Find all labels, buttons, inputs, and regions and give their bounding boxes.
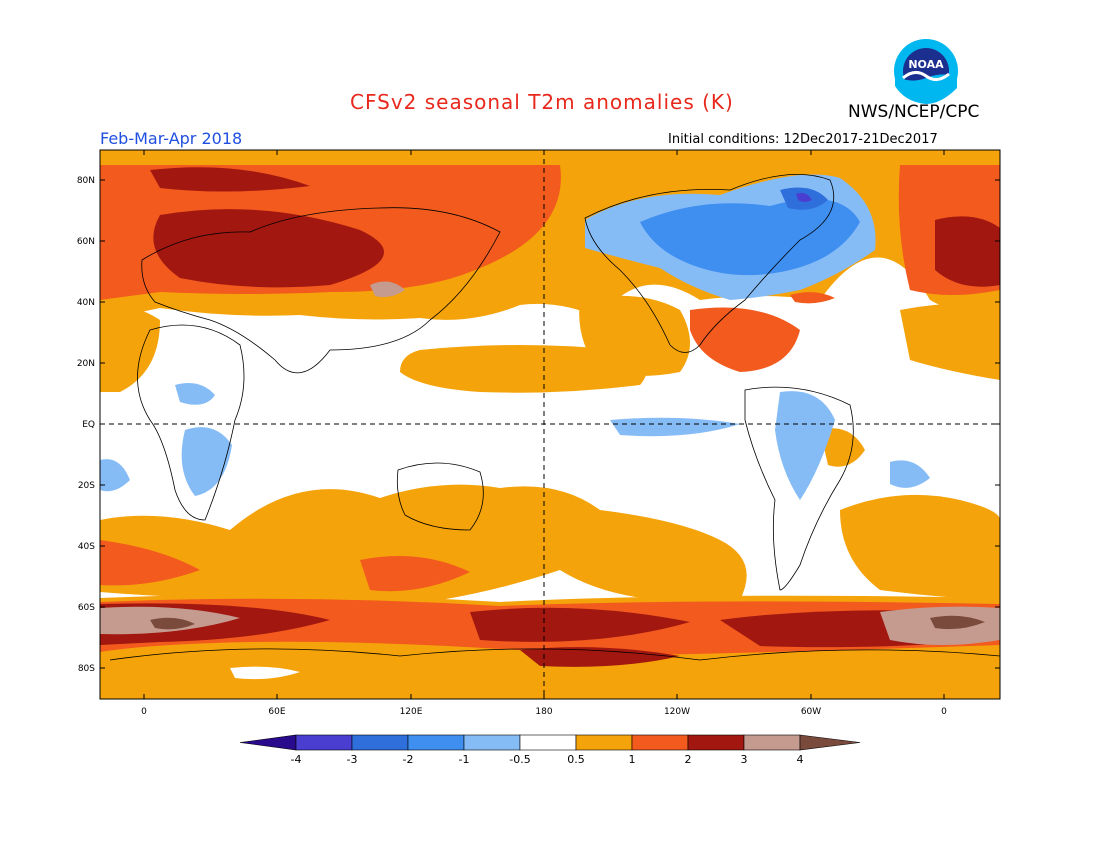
colorbar-label: -3: [347, 753, 358, 766]
noaa-logo: NOAA: [894, 39, 958, 104]
colorbar-label: 4: [797, 753, 804, 766]
lon-tick-label: 120W: [664, 707, 690, 717]
colorbar-segment: [463, 734, 521, 751]
longitude-axis: 0 60E 120E 180 120W 60W 0: [141, 150, 947, 717]
colorbar-segment: [687, 734, 745, 751]
lon-tick-label: 60W: [801, 707, 821, 717]
colorbar-segment: [407, 734, 465, 751]
lat-tick-label: 20S: [78, 481, 95, 491]
coastlines: [109, 173, 1000, 661]
lon-tick-label: 60E: [268, 707, 285, 717]
logo-text: NOAA: [908, 58, 944, 71]
lon-tick-label: 0: [941, 707, 947, 717]
lon-tick-label: 0: [141, 707, 147, 717]
colorbar-label: -0.5: [509, 753, 530, 766]
lon-tick-label: 120E: [400, 707, 423, 717]
colorbar-segment: [575, 734, 633, 751]
lon-tick-label: 180: [535, 707, 552, 717]
colorbar-label: -2: [403, 753, 414, 766]
colorbar-segment: [743, 734, 801, 751]
colorbar-segment: [519, 734, 577, 751]
lat-tick-label: 80S: [78, 664, 95, 674]
lat-tick-label: 40S: [78, 542, 95, 552]
lat-tick-label: 60S: [78, 603, 95, 613]
agency-label: NWS/NCEP/CPC: [848, 102, 980, 122]
chart-title: CFSv2 seasonal T2m anomalies (K): [350, 90, 734, 114]
lat-tick-label: 20N: [77, 359, 95, 369]
colorbar-label: 1: [629, 753, 636, 766]
colorbar-arrow-left: [239, 734, 297, 751]
lat-tick-label: 80N: [77, 176, 95, 186]
colorbar-arrow-right: [799, 734, 861, 751]
lat-tick-label: 60N: [77, 237, 95, 247]
colorbar-label: -4: [291, 753, 302, 766]
colorbar-segment: [631, 734, 689, 751]
initial-conditions-label: Initial conditions: 12Dec2017-21Dec2017: [668, 132, 938, 147]
colorbar-segment: [295, 734, 353, 751]
colorbar-label: 0.5: [567, 753, 585, 766]
season-label: Feb-Mar-Apr 2018: [100, 129, 243, 148]
colorbar-label: 2: [685, 753, 692, 766]
latitude-axis: 80N 60N 40N 20N EQ 20S 40S 60S 80S: [77, 176, 1000, 674]
colorbar-segment: [351, 734, 409, 751]
lat-tick-label: EQ: [82, 420, 95, 430]
lat-tick-label: 40N: [77, 298, 95, 308]
colorbar-label: -1: [459, 753, 470, 766]
colorbar-label: 3: [741, 753, 748, 766]
colorbar: -4 -3 -2 -1 -0.5 0.5 1 2 3 4: [239, 734, 861, 766]
